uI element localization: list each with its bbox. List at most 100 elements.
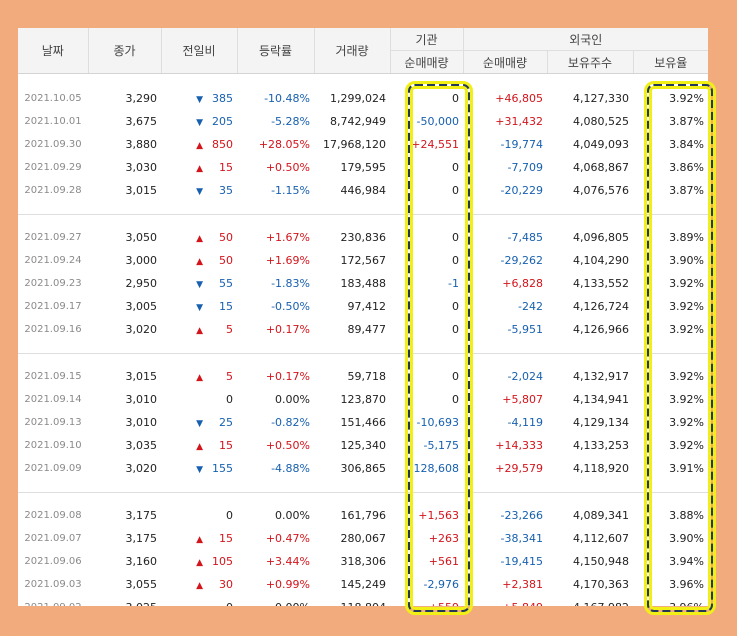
cell-volume: 306,865 (340, 462, 387, 475)
cell-rate: +0.47% (265, 532, 310, 545)
cell-change: ▼ 385 (161, 87, 237, 110)
cell-rate: -1.83% (271, 277, 310, 290)
cell-foreign-net: -20,229 (500, 184, 543, 197)
cell-rate: +0.17% (265, 370, 310, 383)
cell-institution-net: 0 (452, 393, 459, 406)
cell-change: 0 (161, 388, 237, 411)
spacer-row (18, 493, 708, 504)
cell-volume: 318,306 (340, 555, 387, 568)
cell-foreign-net: +46,805 (495, 92, 543, 105)
cell-rate: +1.67% (265, 231, 310, 244)
cell-institution-net: -128,608 (409, 462, 459, 475)
cell-volume: 8,742,949 (330, 115, 386, 128)
change-value: 105 (212, 555, 233, 568)
cell-close: 3,030 (125, 161, 158, 174)
cell-date: 2021.09.27 (24, 232, 82, 243)
cell-change: ▲ 30 (161, 573, 237, 596)
cell-foreign-holdings: 4,167,982 (547, 596, 633, 606)
cell-change: ▼ 205 (161, 110, 237, 133)
group-divider (18, 492, 708, 493)
cell-date: 2021.10.01 (24, 116, 82, 127)
change-value: 15 (219, 532, 233, 545)
change-value: 30 (219, 578, 233, 591)
cell-date: 2021.09.30 (24, 139, 82, 150)
cell-rate: -5.28% (271, 115, 310, 128)
change-value: 5 (226, 323, 233, 336)
cell-institution-net: +561 (428, 555, 459, 568)
cell-volume: 17,968,120 (323, 138, 386, 151)
cell-close: 3,055 (125, 578, 158, 591)
spacer-row (18, 202, 708, 215)
cell-change: ▼ 25 (161, 411, 237, 434)
cell-rate: +3.44% (265, 555, 310, 568)
cell-volume: 179,595 (340, 161, 387, 174)
header-volume: 거래량 (313, 28, 390, 74)
cell-change: 0 (161, 504, 237, 527)
cell-foreign-holdings: 4,049,093 (573, 138, 629, 151)
cell-close: 3,015 (125, 184, 158, 197)
cell-volume: 1,299,024 (330, 92, 386, 105)
change-value: 0 (226, 393, 233, 406)
cell-foreign-holdings: 4,080,525 (573, 115, 629, 128)
cell-foreign-ratio: 3.92% (669, 439, 705, 452)
cell-foreign-holdings: 4,170,363 (573, 578, 629, 591)
change-value: 5 (226, 370, 233, 383)
cell-rate: +1.69% (265, 254, 310, 267)
cell-foreign-ratio: 3.96% (633, 596, 708, 606)
cell-institution-net: -50,000 (416, 115, 459, 128)
cell-foreign-net: -4,119 (507, 416, 543, 429)
cell-foreign-ratio: 3.92% (669, 92, 705, 105)
cell-foreign-ratio: 3.92% (669, 277, 705, 290)
table-row: 2021.09.30 3,880 ▲ 850 +28.05% 17,968,120 +24,… (18, 133, 708, 156)
cell-change: ▼ 15 (161, 295, 237, 318)
cell-institution-net: +559 (390, 596, 463, 606)
cell-volume: 161,796 (340, 509, 387, 522)
cell-close: 3,290 (125, 92, 158, 105)
cell-date: 2021.09.13 (24, 417, 82, 428)
daily-trading-table: 날짜 종가 전일비 등락률 거래량 기관 외국인 순매매량 순매매량 보유주수 … (18, 28, 708, 606)
cell-volume: 118,804 (314, 596, 390, 606)
cell-foreign-ratio: 3.92% (669, 370, 705, 383)
cell-foreign-net: -7,485 (507, 231, 543, 244)
change-value: 55 (219, 277, 233, 290)
header-change: 전일비 (160, 28, 237, 74)
spacer-row (18, 354, 708, 365)
header-date: 날짜 (18, 28, 88, 74)
change-value: 25 (219, 416, 233, 429)
cell-rate: +28.05% (258, 138, 310, 151)
up-arrow-icon: ▲ (196, 257, 203, 267)
cell-institution-net: -10,693 (416, 416, 459, 429)
cell-close: 3,010 (125, 416, 158, 429)
cell-foreign-net: -29,262 (500, 254, 543, 267)
down-arrow-icon: ▼ (196, 419, 203, 429)
cell-volume: 125,340 (340, 439, 387, 452)
cell-date: 2021.09.09 (24, 463, 82, 474)
cell-foreign-ratio: 3.87% (669, 184, 705, 197)
table-row: 2021.09.28 3,015 ▼ 35 -1.15% 446,984 0 -20,229 4… (18, 179, 708, 202)
cell-rate: 0.00% (275, 393, 310, 406)
cell-close: 3,675 (125, 115, 158, 128)
cell-foreign-holdings: 4,133,552 (573, 277, 629, 290)
table-row: 2021.09.10 3,035 ▲ 15 +0.50% 125,340 -5,175 +14… (18, 434, 708, 457)
cell-institution-net: -5,175 (423, 439, 459, 452)
change-value: 15 (219, 439, 233, 452)
spacer-row (18, 215, 708, 226)
cell-close: 3,880 (125, 138, 158, 151)
spacer-row (18, 341, 708, 354)
cell-change: ▲ 850 (161, 133, 237, 156)
cell-rate: -10.48% (264, 92, 310, 105)
cell-foreign-net: +29,579 (495, 462, 543, 475)
down-arrow-icon: ▼ (196, 303, 203, 313)
table-row: 2021.09.14 3,010 0 0.00% 123,870 0 +5,807 4,134… (18, 388, 708, 411)
table-row: 2021.09.06 3,160 ▲ 105 +3.44% 318,306 +561 -19,… (18, 550, 708, 573)
cell-foreign-ratio: 3.92% (669, 393, 705, 406)
change-value: 155 (212, 462, 233, 475)
cell-close: 3,020 (125, 323, 158, 336)
cell-date: 2021.09.07 (24, 533, 82, 544)
cell-institution-net: 0 (452, 161, 459, 174)
cell-change: ▲ 50 (161, 226, 237, 249)
cell-foreign-ratio: 3.96% (669, 578, 705, 591)
cell-foreign-net: +5,849 (463, 596, 547, 606)
cell-rate: -1.15% (271, 184, 310, 197)
